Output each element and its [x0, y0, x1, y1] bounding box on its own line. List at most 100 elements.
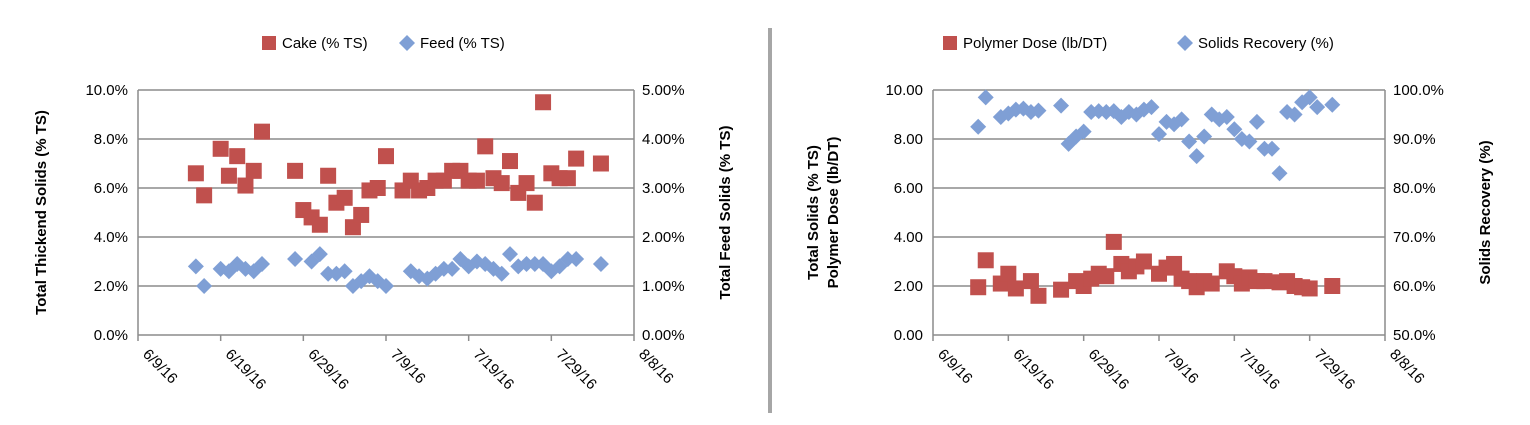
- right-x-tick-label: 8/8/16: [1386, 346, 1428, 388]
- left-data-point: [287, 251, 304, 268]
- panel-divider: [768, 28, 772, 413]
- right-x-tick-label: 6/29/16: [1085, 346, 1132, 393]
- left-y-left-tick-label: 4.0%: [94, 229, 128, 246]
- left-y-right-axis-title: Total Feed Solids (% TS): [717, 126, 734, 300]
- left-y-left-tick-label: 10.0%: [85, 82, 128, 99]
- right-data-point: [1090, 103, 1107, 120]
- right-y-left-tick-label: 0.00: [894, 327, 923, 344]
- right-y-right-tick-label: 50.0%: [1393, 327, 1436, 344]
- right-data-point: [1301, 89, 1318, 106]
- right-data-point: [1113, 108, 1130, 125]
- left-data-point: [435, 260, 452, 277]
- left-data-point: [212, 140, 229, 157]
- left-data-point: [311, 246, 328, 263]
- left-data-point: [493, 175, 510, 192]
- right-y-right-tick-label: 100.0%: [1393, 82, 1444, 99]
- right-data-point: [1256, 273, 1273, 290]
- left-data-point: [493, 265, 510, 282]
- left-data-point: [526, 194, 543, 211]
- left-data-point: [502, 153, 518, 170]
- left-data-point: [502, 246, 518, 263]
- right-x-tick-label: 7/19/16: [1236, 346, 1283, 393]
- left-data-point: [344, 219, 361, 236]
- right-data-point: [1324, 278, 1341, 294]
- right-data-point: [1218, 108, 1235, 125]
- right-y-right-tick-label: 60.0%: [1393, 278, 1436, 295]
- right-data-point: [1053, 97, 1070, 114]
- left-x-tick-label: 8/8/16: [635, 346, 677, 388]
- right-legend-label: Polymer Dose (lb/DT): [963, 35, 1107, 52]
- left-data-point: [378, 278, 394, 294]
- right-data-point: [1120, 104, 1137, 121]
- left-x-tick-label: 7/29/16: [553, 346, 600, 393]
- right-y-right-axis-title: Solids Recovery (%): [1477, 140, 1494, 284]
- left-data-point: [568, 251, 585, 268]
- right-data-point: [1007, 101, 1024, 118]
- right-data-point: [1248, 113, 1265, 130]
- left-legend-marker: [262, 36, 276, 50]
- left-data-point: [518, 175, 535, 192]
- left-data-point: [336, 189, 353, 206]
- left-data-point: [245, 162, 262, 179]
- right-data-point: [1135, 253, 1152, 270]
- left-data-point: [187, 165, 204, 182]
- left-data-point: [592, 255, 609, 272]
- left-data-point: [311, 216, 328, 233]
- left-data-point: [320, 265, 337, 282]
- left-data-point: [468, 172, 485, 189]
- left-data-point: [320, 167, 337, 184]
- right-y-right-tick-label: 80.0%: [1393, 180, 1436, 197]
- left-data-point: [518, 255, 535, 272]
- right-y-left-axis-title: Total Solids (% TS): [805, 145, 822, 280]
- left-x-tick-label: 6/19/16: [222, 346, 269, 393]
- left-data-point: [187, 258, 204, 275]
- right-data-point: [1007, 280, 1024, 297]
- left-y-right-tick-label: 2.00%: [642, 229, 685, 246]
- right-x-tick-label: 6/9/16: [934, 346, 976, 388]
- left-data-point: [369, 180, 386, 196]
- left-data-point: [237, 177, 254, 194]
- right-data-point: [1324, 96, 1341, 113]
- left-data-point: [526, 255, 543, 272]
- right-y-right-tick-label: 90.0%: [1393, 131, 1436, 148]
- right-data-point: [1128, 106, 1145, 123]
- left-legend-label: Feed (% TS): [420, 35, 505, 52]
- left-data-point: [336, 263, 353, 280]
- right-data-point: [1271, 165, 1288, 182]
- right-y-left-tick-label: 4.00: [894, 229, 923, 246]
- right-x-tick-label: 6/19/16: [1010, 346, 1057, 393]
- right-x-tick-label: 7/9/16: [1160, 346, 1202, 388]
- left-chart-panel: 0.0% 2.0% 4.0% 6.0% 8.0% 10.0% 0.00% 1.00% 2.00%…: [33, 35, 734, 393]
- right-data-point: [1022, 273, 1039, 290]
- right-data-point: [1030, 102, 1047, 119]
- left-y-left-tick-label: 2.0%: [94, 278, 128, 295]
- right-data-point: [1264, 140, 1280, 157]
- left-data-point: [229, 148, 246, 165]
- left-data-point: [254, 123, 270, 140]
- right-data-point: [1203, 275, 1220, 292]
- right-data-point: [1098, 268, 1115, 285]
- right-data-point: [1166, 255, 1183, 272]
- left-y-right-tick-label: 5.00%: [642, 82, 685, 99]
- right-data-point: [1075, 123, 1092, 140]
- left-data-point: [444, 260, 461, 277]
- right-data-point: [1188, 148, 1205, 165]
- left-data-point: [254, 255, 270, 272]
- right-data-point: [1233, 131, 1250, 147]
- right-data-point: [1286, 106, 1303, 123]
- right-data-point: [1022, 104, 1039, 121]
- left-data-point: [378, 148, 394, 165]
- right-data-point: [1030, 287, 1047, 304]
- right-data-point: [1015, 100, 1032, 117]
- left-data-point: [220, 167, 237, 184]
- left-x-tick-label: 6/29/16: [305, 346, 352, 393]
- left-data-point: [287, 162, 304, 179]
- right-chart-svg: 0.00 2.00 4.00 6.00 8.00 10.00 50.0% 60.0% 70.0%…: [805, 35, 1494, 393]
- right-data-point: [970, 118, 987, 135]
- right-chart-panel: 0.00 2.00 4.00 6.00 8.00 10.00 50.0% 60.0% 70.0%…: [778, 0, 1530, 425]
- right-y-right-tick-label: 70.0%: [1393, 229, 1436, 246]
- right-legend-marker: [943, 36, 957, 50]
- left-legend-marker: [399, 35, 415, 51]
- left-y-left-axis-title: Total Thickend Solids (% TS): [33, 110, 50, 315]
- left-y-left-tick-label: 0.0%: [94, 327, 128, 344]
